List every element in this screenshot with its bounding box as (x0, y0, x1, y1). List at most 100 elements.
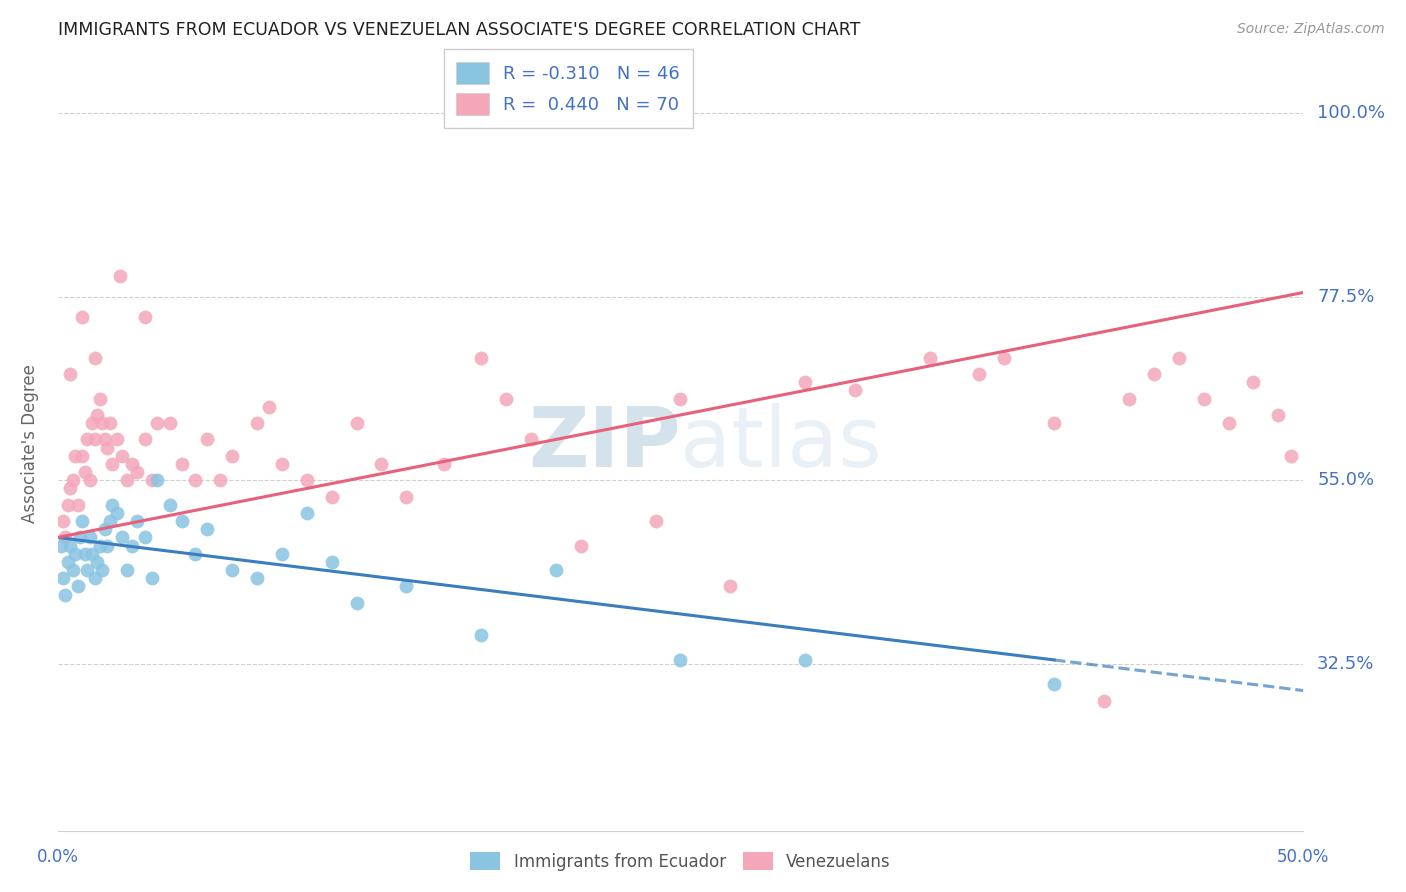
Point (73, 465, 96, 479)
Point (79, 473, 101, 487)
Point (1218, 416, 1240, 430)
Point (1192, 392, 1215, 406)
Point (295, 473, 318, 487)
Point (146, 416, 169, 430)
Point (159, 498, 181, 512)
Point (246, 416, 269, 430)
Point (56, 498, 79, 512)
Point (98, 514, 121, 528)
Point (172, 514, 194, 528)
Point (127, 514, 149, 528)
Point (84, 571, 107, 585)
Point (53, 588, 76, 602)
Point (94, 433, 117, 447)
Point (76, 563, 98, 577)
Point (1279, 449, 1302, 463)
Point (794, 653, 817, 667)
Point (918, 351, 941, 365)
Point (1043, 677, 1066, 691)
Point (495, 392, 517, 406)
Point (51, 571, 73, 585)
Point (1267, 408, 1289, 422)
Point (96, 441, 118, 455)
Legend: Immigrants from Ecuador, Venezuelans: Immigrants from Ecuador, Venezuelans (464, 846, 897, 878)
Point (470, 351, 492, 365)
Point (569, 539, 592, 553)
Text: 50.0%: 50.0% (1277, 848, 1330, 866)
Point (669, 653, 692, 667)
Point (62, 563, 84, 577)
Point (370, 457, 392, 471)
Point (321, 555, 343, 569)
Point (63, 547, 86, 561)
Point (1143, 367, 1166, 381)
Point (59, 367, 82, 381)
Text: 0.0%: 0.0% (37, 848, 79, 866)
Point (121, 457, 143, 471)
Point (1167, 351, 1189, 365)
Point (433, 457, 456, 471)
Point (295, 506, 318, 520)
Point (270, 457, 292, 471)
Point (794, 376, 817, 390)
Point (1118, 392, 1140, 406)
Point (270, 547, 292, 561)
Point (62, 473, 84, 487)
Point (59, 482, 82, 496)
Point (544, 563, 567, 577)
Point (208, 473, 231, 487)
Point (59, 539, 82, 553)
Point (134, 310, 156, 324)
Text: 32.5%: 32.5% (1317, 655, 1375, 673)
Point (53, 531, 76, 545)
Point (993, 351, 1015, 365)
Point (111, 531, 134, 545)
Point (969, 367, 991, 381)
Point (395, 579, 418, 593)
Point (718, 579, 741, 593)
Text: 77.5%: 77.5% (1317, 287, 1375, 306)
Text: IMMIGRANTS FROM ECUADOR VS VENEZUELAN ASSOCIATE'S DEGREE CORRELATION CHART: IMMIGRANTS FROM ECUADOR VS VENEZUELAN AS… (58, 21, 860, 39)
Point (89, 539, 111, 553)
Point (195, 433, 218, 447)
Point (669, 392, 692, 406)
Point (141, 473, 163, 487)
Point (91, 416, 114, 430)
Point (121, 539, 143, 553)
Point (470, 628, 492, 642)
Point (101, 457, 124, 471)
Point (72, 310, 94, 324)
Point (321, 490, 343, 504)
Text: Source: ZipAtlas.com: Source: ZipAtlas.com (1237, 22, 1385, 37)
Point (346, 416, 368, 430)
Point (105, 506, 128, 520)
Point (117, 473, 139, 487)
Text: atlas: atlas (681, 403, 882, 484)
Point (72, 449, 94, 463)
Point (221, 449, 243, 463)
Point (84, 351, 107, 365)
Point (844, 384, 866, 398)
Point (644, 514, 666, 528)
Point (195, 522, 218, 536)
Point (141, 571, 163, 585)
Point (183, 547, 205, 561)
Point (172, 457, 194, 471)
Point (66, 498, 89, 512)
Point (1043, 416, 1066, 430)
Point (183, 473, 205, 487)
Point (159, 416, 181, 430)
Point (117, 563, 139, 577)
Point (86, 408, 108, 422)
Point (105, 433, 128, 447)
Point (127, 465, 149, 479)
Point (259, 400, 281, 414)
Point (111, 449, 134, 463)
Point (221, 563, 243, 577)
Point (72, 514, 94, 528)
Point (134, 531, 156, 545)
Text: 100.0%: 100.0% (1317, 103, 1385, 122)
Point (84, 433, 107, 447)
Point (66, 579, 89, 593)
Point (108, 269, 131, 284)
